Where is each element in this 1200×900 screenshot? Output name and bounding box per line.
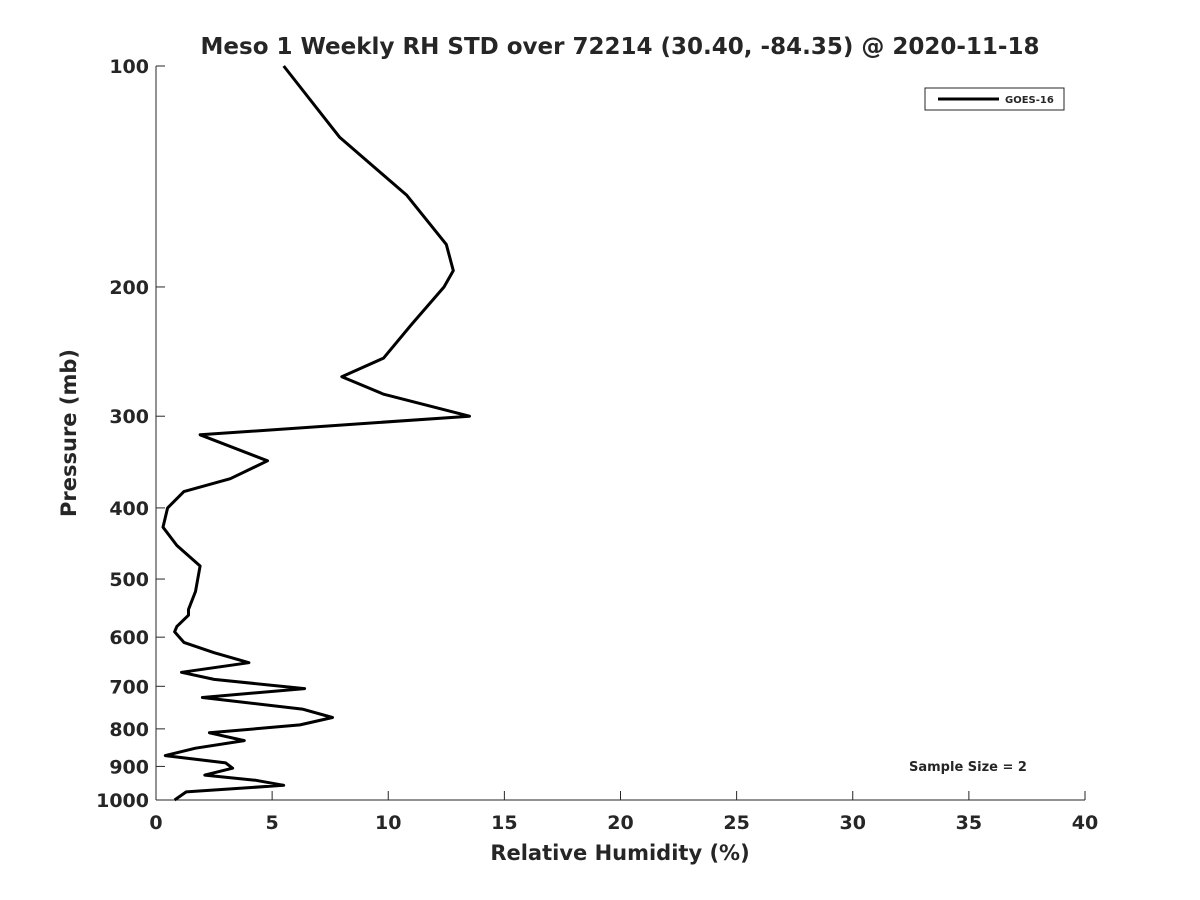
y-tick-label: 200 xyxy=(109,277,149,299)
y-tick-label: 500 xyxy=(109,569,149,591)
x-tick-label: 20 xyxy=(607,812,633,834)
y-ticks: 100 200 300 400 500 600 700 800 900 1000 xyxy=(96,56,165,812)
x-tick-label: 0 xyxy=(149,812,162,834)
legend-label-goes-16: GOES-16 xyxy=(1005,95,1054,106)
x-tick-label: 5 xyxy=(266,812,279,834)
x-tick-label: 10 xyxy=(375,812,401,834)
plot-area: 0 5 10 15 20 25 30 35 40 100 200 300 400 500 600 700 80… xyxy=(96,56,1098,834)
y-tick-label: 900 xyxy=(109,756,149,778)
x-tick-label: 30 xyxy=(840,812,866,834)
sample-size-annotation: Sample Size = 2 xyxy=(909,760,1027,775)
x-tick-label: 15 xyxy=(491,812,517,834)
series-line-goes-16 xyxy=(161,65,471,802)
x-tick-label: 40 xyxy=(1072,812,1098,834)
y-tick-label: 100 xyxy=(109,56,149,78)
legend: GOES-16 xyxy=(924,87,1065,111)
y-tick-label: 700 xyxy=(109,676,149,698)
x-axis-label: Relative Humidity (%) xyxy=(490,841,749,865)
y-axis-label: Pressure (mb) xyxy=(57,349,81,517)
y-tick-label: 1000 xyxy=(96,790,149,812)
chart-title: Meso 1 Weekly RH STD over 72214 (30.40, … xyxy=(201,34,1040,60)
y-tick-label: 300 xyxy=(109,406,149,428)
y-tick-label: 400 xyxy=(109,498,149,520)
y-tick-label: 800 xyxy=(109,719,149,741)
x-tick-label: 35 xyxy=(956,812,982,834)
y-tick-label: 600 xyxy=(109,627,149,649)
x-tick-label: 25 xyxy=(723,812,749,834)
x-ticks: 0 5 10 15 20 25 30 35 40 xyxy=(149,791,1098,834)
